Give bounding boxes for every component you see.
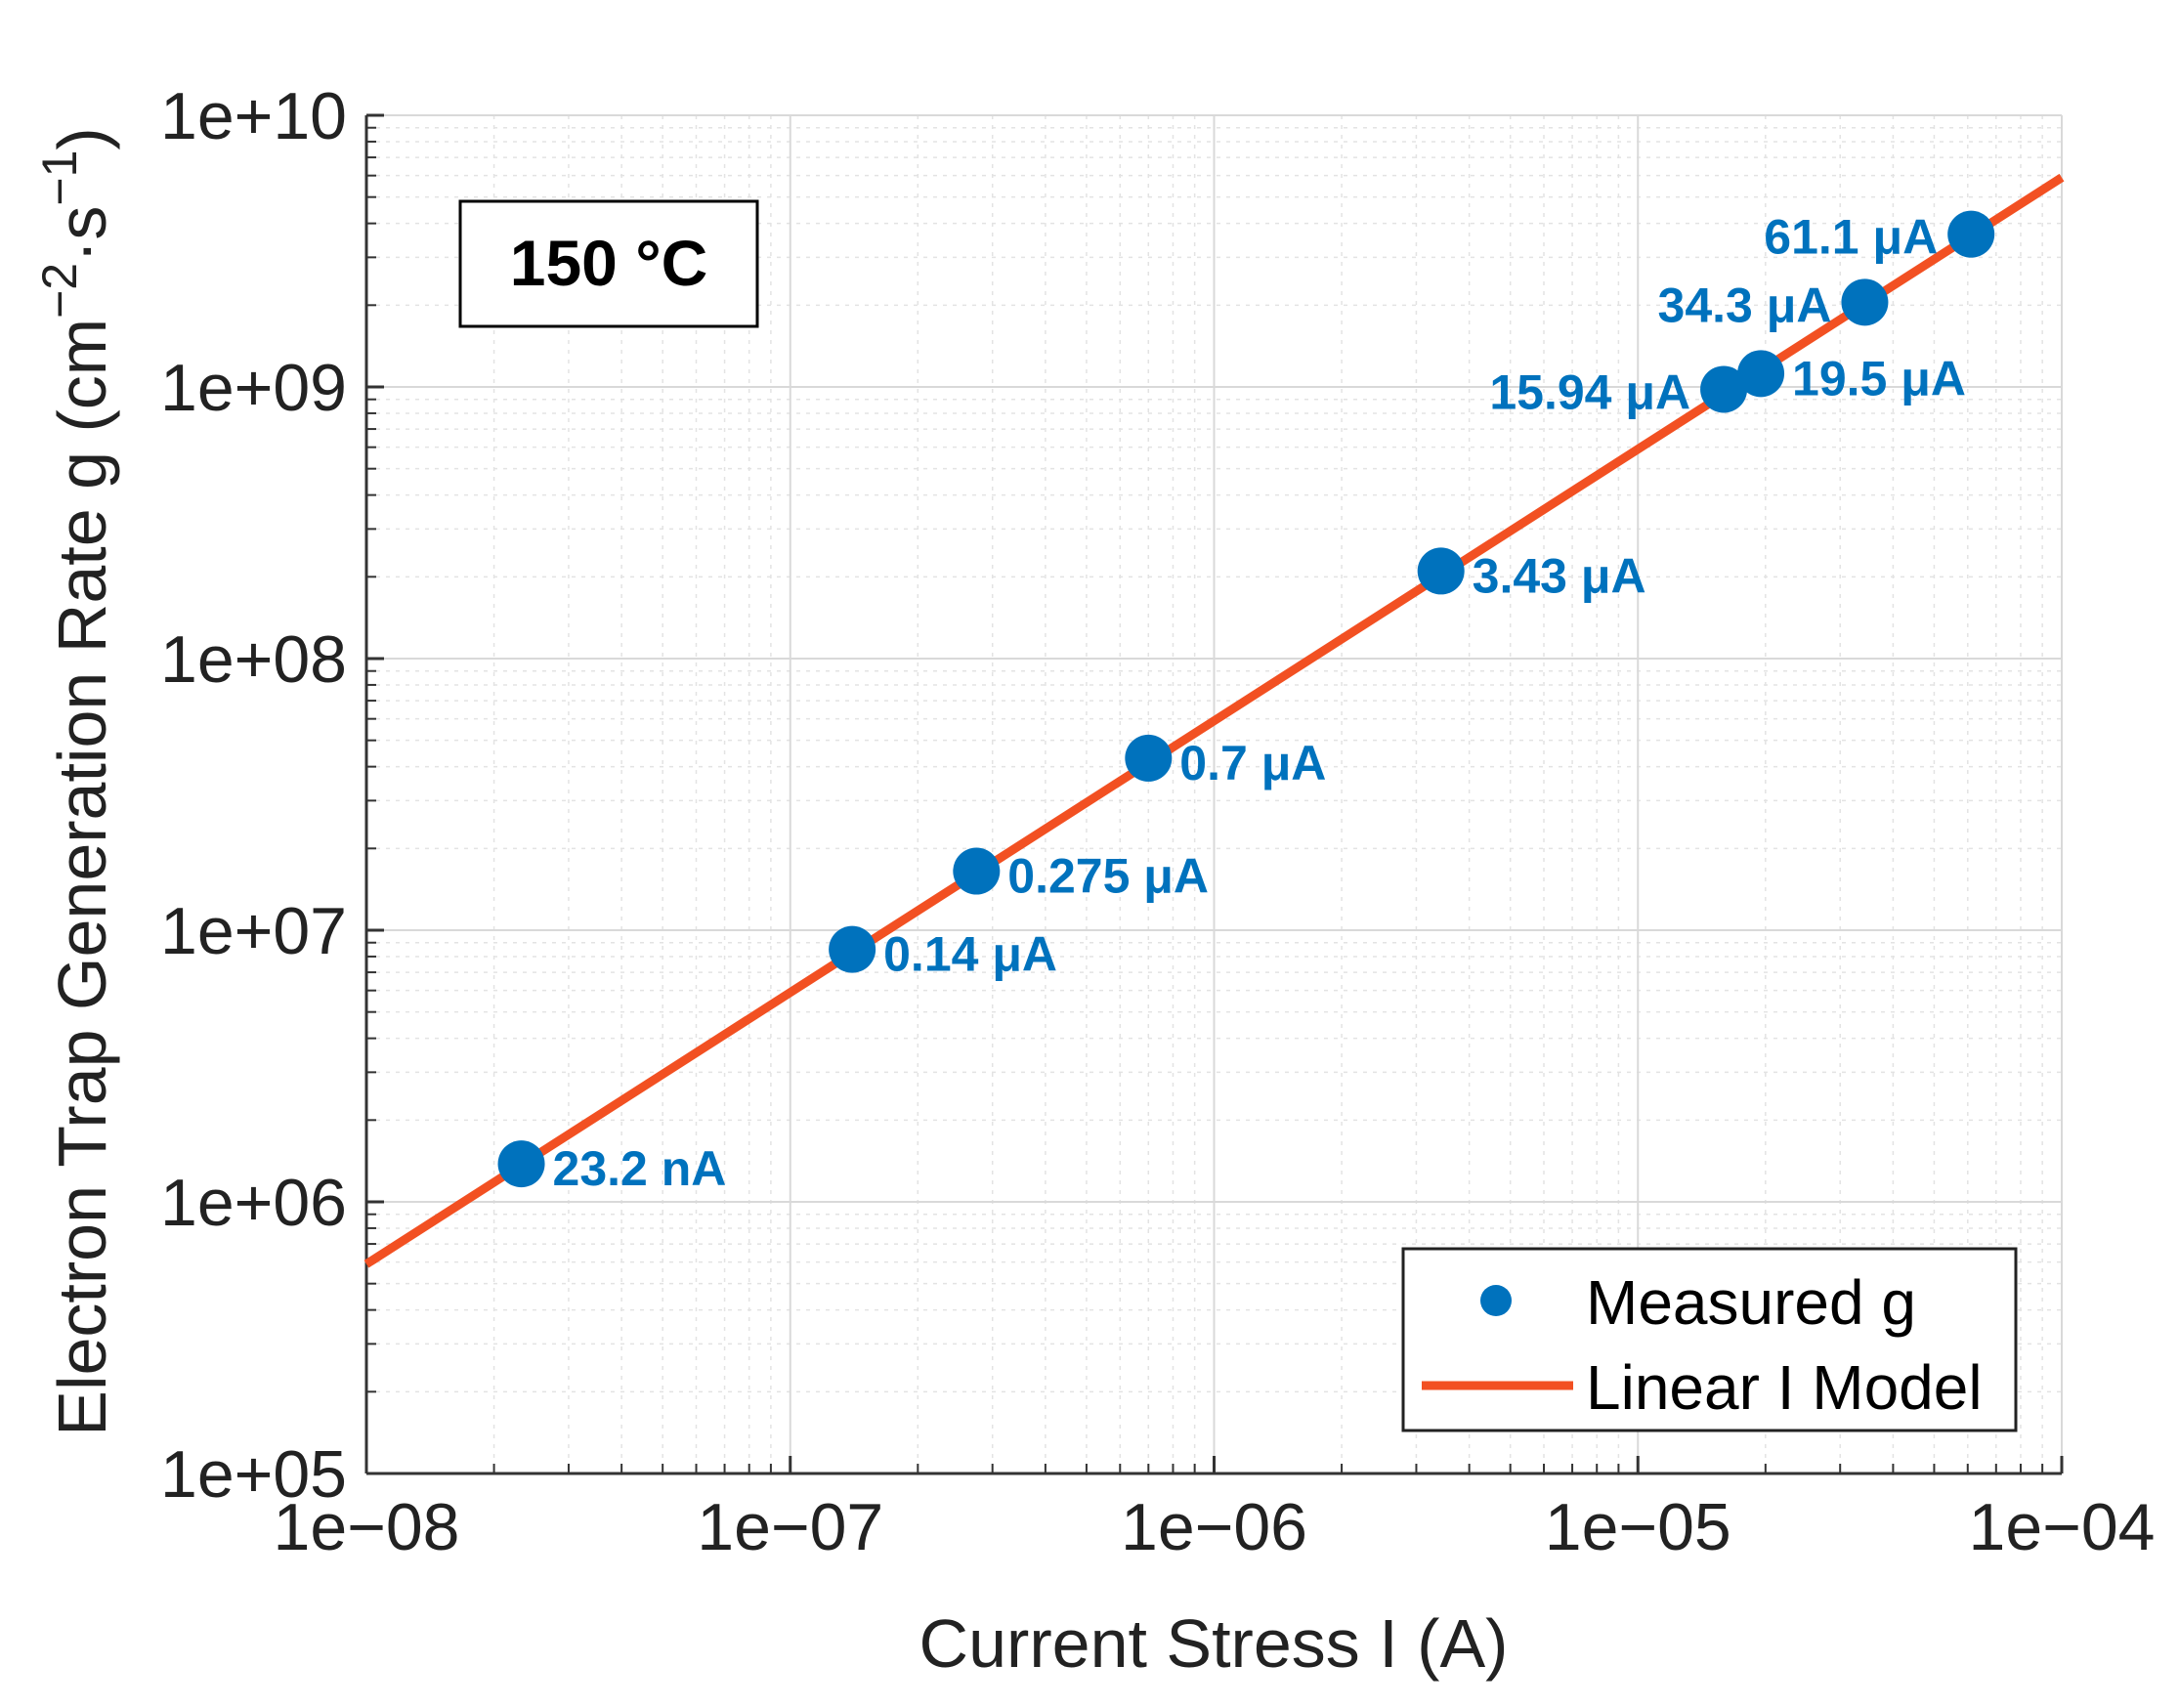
temperature-box: [458, 199, 759, 328]
data-point: [1417, 547, 1465, 595]
y-axis-title: Electron Trap Generation Rate g (cm−2·s−…: [32, 127, 120, 1436]
y-axis-title-exp2: −1: [32, 150, 87, 206]
y-tick-label: 1e+08: [160, 622, 347, 697]
data-point: [829, 925, 876, 973]
model-line-linear-i: [363, 173, 2065, 1268]
y-axis-title-tail: ): [44, 127, 120, 149]
data-point-label: 15.94 μA: [1489, 364, 1690, 419]
data-point: [497, 1140, 545, 1188]
temperature-annotation: 150 °C: [458, 199, 759, 328]
legend-box: [1401, 1247, 2018, 1432]
legend-label-measured-g: Measured g: [1586, 1267, 1916, 1338]
model-line-layer: [363, 173, 2065, 1268]
temperature-label: 150 °C: [510, 227, 708, 299]
data-point-label: 3.43 μA: [1473, 548, 1646, 603]
x-tick-label: 1e−07: [697, 1490, 883, 1564]
y-tick-label: 1e+09: [160, 351, 347, 425]
x-tick-label: 1e−04: [1969, 1490, 2156, 1564]
x-tick-label: 1e−06: [1121, 1490, 1307, 1564]
y-axis-title-main: Electron Trap Generation Rate g (cm: [44, 319, 120, 1436]
data-point-label: 0.7 μA: [1179, 736, 1326, 790]
legend-marker-measured-g: [1480, 1285, 1512, 1316]
x-tick-labels: 1e−08 1e−07 1e−06 1e−05 1e−04: [274, 1490, 2156, 1564]
data-point: [953, 847, 1001, 895]
data-point-label: 0.275 μA: [1007, 849, 1209, 904]
y-tick-label: 1e+06: [160, 1166, 347, 1240]
data-point-label: 61.1 μA: [1764, 210, 1938, 265]
y-axis-title-exp1: −2: [32, 263, 87, 319]
axes: [364, 113, 2064, 1475]
data-point-label: 0.14 μA: [883, 927, 1057, 982]
y-tick-label: 1e+05: [160, 1437, 347, 1512]
legend-label-linear-model: Linear I Model: [1586, 1352, 1983, 1423]
data-points-layer: [497, 210, 1995, 1188]
y-axis-title-sep: ·s: [44, 206, 120, 263]
minor-grid: [366, 115, 2062, 1473]
data-point: [1125, 734, 1173, 782]
y-tick-label: 1e+07: [160, 894, 347, 968]
x-tick-label: 1e−08: [274, 1490, 460, 1564]
data-point: [1841, 278, 1889, 326]
data-point: [1700, 365, 1748, 413]
data-point: [1737, 350, 1785, 398]
y-tick-label: 1e+10: [160, 79, 347, 153]
x-axis-title: Current Stress I (A): [919, 1605, 1509, 1682]
data-point: [1947, 210, 1995, 258]
data-point-label: 23.2 nA: [553, 1141, 727, 1196]
point-labels-layer: 23.2 nA 0.14 μA 0.275 μA 0.7 μA 3.43 μA 15.94…: [553, 210, 1966, 1196]
legend: Measured g Linear I Model: [1401, 1247, 2018, 1432]
data-point-label: 19.5 μA: [1792, 351, 1966, 406]
data-point-label: 34.3 μA: [1658, 278, 1832, 332]
y-tick-labels: 1e+05 1e+06 1e+07 1e+08 1e+09 1e+10: [160, 79, 347, 1512]
x-tick-label: 1e−05: [1545, 1490, 1731, 1564]
